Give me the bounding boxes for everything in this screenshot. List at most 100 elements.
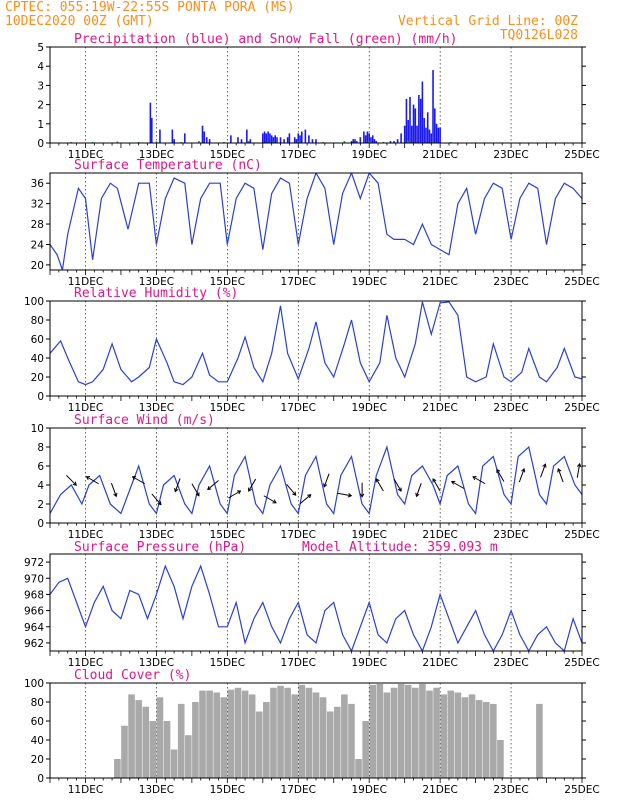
y-tick-label: 6 <box>37 461 44 473</box>
wind-arrow-shaft <box>540 464 546 478</box>
wind-arrow-head <box>472 476 477 481</box>
wind-arrow <box>496 468 505 482</box>
snow-bar <box>198 141 200 143</box>
precip-bar <box>150 118 153 143</box>
wind-arrow <box>174 478 181 493</box>
precip-bar <box>396 139 399 143</box>
x-tick-label: 23DEC <box>493 149 528 161</box>
panel-frame <box>49 300 583 397</box>
wind-arrow-shaft <box>393 478 402 492</box>
x-tick-label: 17DEC <box>281 402 316 414</box>
precip-bar <box>389 141 392 143</box>
wind-arrow-head <box>397 487 402 492</box>
precip-bar <box>274 135 277 143</box>
precip-bar <box>430 133 433 143</box>
wind-arrow <box>131 476 145 485</box>
wind-arrow-shaft <box>496 469 505 482</box>
series-line-rh <box>50 301 582 386</box>
y-tick-label: 100 <box>24 296 44 308</box>
series-rh <box>50 301 582 386</box>
wind-arrow-shaft <box>451 481 465 489</box>
y-tick-label: 40 <box>31 353 44 365</box>
precip-bar <box>364 135 367 143</box>
header-line2-right: Vertical Grid Line: 00Z <box>398 14 578 29</box>
snow-bar <box>407 141 410 143</box>
cloud-bar <box>277 685 284 778</box>
precip-bar <box>403 125 406 143</box>
x-tick-label: 13DEC <box>139 276 174 288</box>
cloud-bar <box>255 711 263 778</box>
precip-bar <box>373 139 376 143</box>
x-tick-label: 19DEC <box>351 784 386 796</box>
panel-wind: Surface Wind (m/s) 0 2 4 6 8 10 11DEC 13DEC 15DEC… <box>31 413 600 541</box>
wind-arrow <box>393 478 402 492</box>
wind-arrow-head <box>207 486 212 491</box>
cloud-bar <box>163 721 171 778</box>
cloud-bar <box>482 702 490 778</box>
cloud-bar <box>234 687 242 778</box>
cloud-bar <box>291 694 299 778</box>
wind-arrow-head <box>113 492 118 498</box>
precip-bar <box>205 137 208 143</box>
header-line1: CPTEC: 055:19W-22:55S PONTA PORA (MS) <box>5 0 295 15</box>
y-tick-label: 4 <box>37 480 44 492</box>
x-tick-label: 21DEC <box>422 402 457 414</box>
wind-arrow <box>432 478 441 492</box>
wind-arrow-shaft <box>286 484 297 496</box>
panel-title-precip: Precipitation (blue) and Snow Fall (gree… <box>74 32 458 47</box>
cloud-bar <box>170 749 178 778</box>
wind-arrow <box>472 476 486 485</box>
precip-bar <box>375 141 378 143</box>
snow-bar <box>155 141 158 143</box>
precip-bar <box>400 133 402 143</box>
cloud-bar <box>263 702 270 778</box>
x-tick-label: 23DEC <box>493 657 528 669</box>
wind-arrow-shaft <box>132 476 145 485</box>
precip-bar <box>237 137 239 143</box>
wind-arrow-shaft <box>263 495 277 504</box>
series-line-pressure <box>50 564 582 651</box>
wind-arrow <box>557 468 564 483</box>
x-tick-label: 11DEC <box>68 657 103 669</box>
y-tick-label: 32 <box>31 199 44 211</box>
x-tick-label: 25DEC <box>564 529 599 541</box>
x-tick-label: 25DEC <box>564 276 599 288</box>
precip-bar <box>159 129 161 143</box>
wind-arrow-head <box>359 493 365 498</box>
y-tick-label: 20 <box>31 260 44 272</box>
snow-bar <box>116 141 119 143</box>
precip-bar <box>315 139 317 143</box>
cloud-bar <box>419 683 426 778</box>
wind-arrow-shaft <box>228 490 241 499</box>
panel-rh: Relative Humidity (%) 0 20 40 60 80 100 11DEC 13… <box>24 286 600 414</box>
precip-bar <box>428 129 431 143</box>
y-tick-label: 972 <box>24 557 44 569</box>
wind-arrow-head <box>496 468 501 473</box>
wind-arrow-shaft <box>174 478 181 492</box>
wind-arrow <box>450 480 465 489</box>
wind-arrow-head <box>450 480 456 485</box>
precip-bar <box>246 129 248 143</box>
precip-bar <box>437 127 440 143</box>
x-tick-label: 23DEC <box>493 402 528 414</box>
x-tick-label: 17DEC <box>281 529 316 541</box>
wind-arrow-head <box>131 476 137 481</box>
cloud-bar <box>220 697 228 778</box>
x-tick-label: 21DEC <box>422 529 457 541</box>
x-tick-label: 13DEC <box>139 657 174 669</box>
precip-bar <box>439 127 441 143</box>
x-tick-label: 11DEC <box>68 276 103 288</box>
y-tick-label: 24 <box>31 239 45 251</box>
cloud-bar <box>390 687 398 778</box>
cloud-bar <box>192 702 199 778</box>
panel-precip: Precipitation (blue) and Snow Fall (gree… <box>37 32 599 161</box>
wind-arrow-head <box>323 483 328 488</box>
wind-arrow-shaft <box>472 476 486 485</box>
x-tick-label: 21DEC <box>422 784 457 796</box>
precip-bar <box>183 133 186 143</box>
precip-bar <box>412 104 415 143</box>
precip-bar <box>263 131 266 143</box>
x-tick-label: 15DEC <box>210 149 245 161</box>
cloud-bar <box>362 721 369 778</box>
